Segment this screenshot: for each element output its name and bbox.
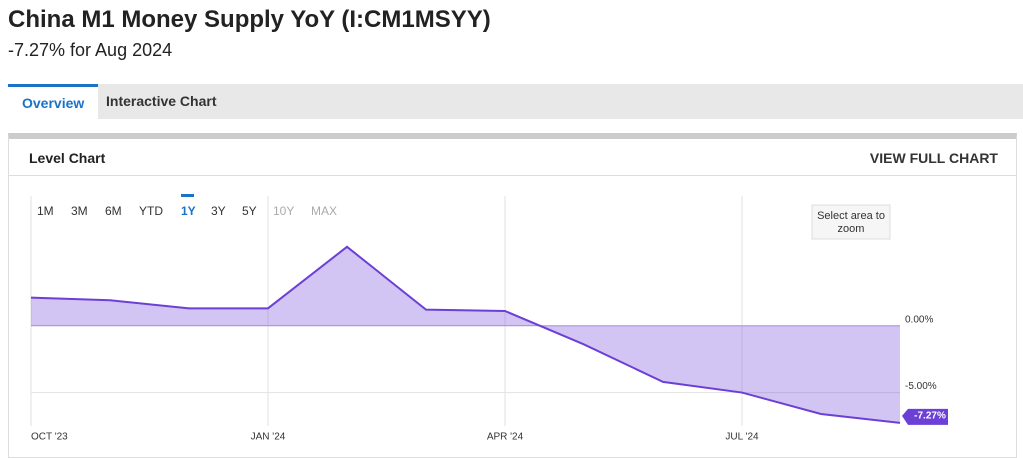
divider	[9, 175, 1016, 176]
page-title: China M1 Money Supply YoY (I:CM1MSYY)	[8, 6, 491, 33]
full-chart-link[interactable]: VIEW FULL CHART	[869, 150, 998, 166]
x-tick-label: APR '24	[487, 432, 524, 443]
panel-title: Level Chart	[29, 150, 106, 166]
zoom-hint: zoom	[838, 223, 865, 235]
tab-bar: Overview Interactive Chart	[8, 84, 1023, 119]
range-button[interactable]: 3Y	[211, 204, 226, 218]
x-tick-label: JAN '24	[251, 432, 286, 443]
line	[30, 245, 901, 424]
range-button[interactable]: 1Y	[181, 204, 196, 218]
page-subtitle: -7.27% for Aug 2024	[8, 40, 173, 60]
range-button[interactable]: 3M	[71, 204, 88, 218]
x-tick-label: JUL '24	[725, 432, 759, 443]
range-button[interactable]: 5Y	[242, 204, 257, 218]
range-button[interactable]: 1M	[37, 204, 54, 218]
y-tick-label: -5.00%	[905, 381, 937, 392]
y-tick-label: 0.00%	[905, 314, 933, 325]
zoom-hint-box	[811, 204, 891, 240]
zoom-hint: Select area to	[817, 210, 885, 222]
range-button: 10Y	[273, 204, 294, 218]
tab[interactable]: Interactive Chart	[106, 93, 217, 109]
range-button[interactable]: YTD	[139, 204, 163, 218]
tab[interactable]: Overview	[8, 84, 99, 119]
area	[31, 246, 900, 423]
range-button: MAX	[311, 204, 337, 218]
range-button[interactable]: 6M	[105, 204, 122, 218]
x-tick-label: OCT '23	[31, 432, 68, 443]
value-label: -7.27%	[914, 411, 946, 422]
range-active	[181, 194, 194, 197]
value-label-tag	[902, 408, 948, 425]
